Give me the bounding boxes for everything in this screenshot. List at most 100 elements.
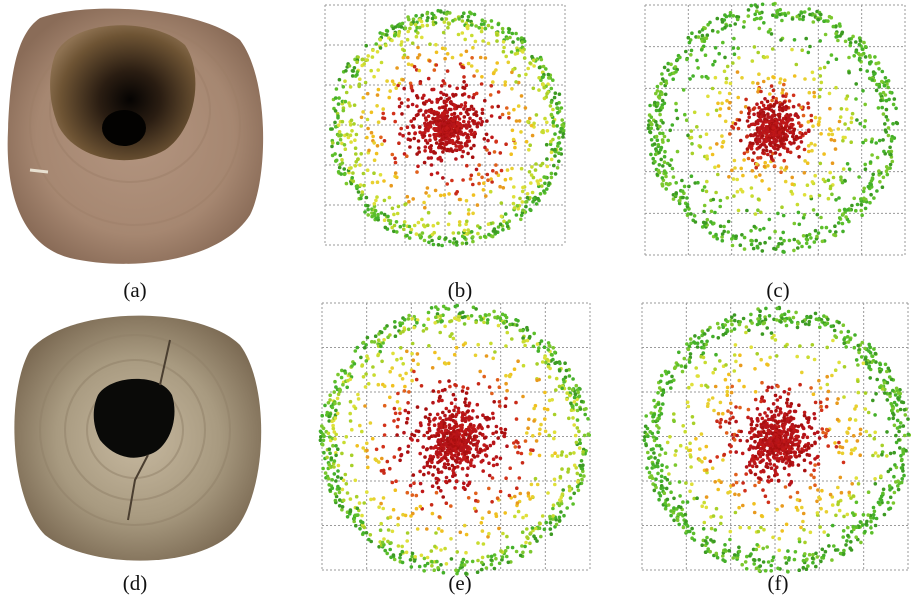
scatter-dot [437,527,441,531]
scatter-dot [554,172,558,176]
scatter-dot [344,371,348,375]
scatter-dot [505,389,509,393]
scatter-dot [461,242,465,246]
scatter-dot [836,39,840,43]
scatter-dot [669,386,673,390]
scatter-dot [382,179,386,183]
scatter-dot [375,152,379,156]
scatter-dot [505,106,509,110]
scatter-dot [555,102,559,106]
scatter-dot [873,55,877,59]
scatter-dot [807,51,811,55]
scatter-dot [387,528,391,532]
scatter-dot [878,385,882,389]
scatter-dot [867,366,871,370]
scatter-dot [340,452,344,456]
scatter-dot [493,567,497,571]
scatter-dot [872,347,876,351]
scatter-dot [757,72,761,76]
scatter-dot [738,118,742,122]
scatter-dot [733,327,737,331]
scatter-dot [572,423,576,427]
scatter-dot [666,441,670,445]
scatter-dot [795,63,799,67]
scatter-panel [645,2,905,255]
scatter-dot [495,430,499,434]
scatter-dot [365,490,369,494]
scatter-dot [416,46,420,50]
scatter-dot [541,360,545,364]
scatter-dot [863,125,867,129]
scatter-dot [481,413,485,417]
scatter-dot [846,534,850,538]
scatter-dot [374,199,378,203]
scatter-dot [471,155,475,159]
scatter-dot [754,175,758,179]
scatter-dot [420,218,424,222]
scatter-dot [897,430,901,434]
scatter-dot [706,113,710,117]
scatter-dot [558,130,562,134]
scatter-dot [792,249,796,253]
scatter-dot [648,104,652,108]
scatter-dot [559,147,563,151]
scatter-dot [721,325,725,329]
scatter-dot [476,559,480,563]
scatter-dot [490,105,494,109]
scatter-dot [689,53,693,57]
scatter-dot [462,11,466,15]
scatter-dot [353,103,357,107]
scatter-dot [501,555,505,559]
scatter-dot [333,437,337,441]
scatter-dot [453,454,457,458]
page: (a) (b) (c) (d) (e) (f) (() => { const d… [0,0,911,608]
scatter-dot [399,331,403,335]
scatter-dot [416,31,420,35]
scatter-dot [688,490,692,494]
scatter-dot [379,136,383,140]
scatter-dot [463,524,467,528]
scatter-dot [346,515,350,519]
scatter-dot [781,231,785,235]
scatter-dot [471,240,475,244]
scatter-dot [354,407,358,411]
scatter-dot [868,55,872,59]
scatter-dot [499,549,503,553]
scatter-dot [447,362,451,366]
scatter-dot [738,550,742,554]
scatter-dot [418,452,422,456]
scatter-dot [543,345,547,349]
scatter-dot [862,41,866,45]
scatter-dot [674,191,678,195]
scatter-dot [887,150,891,154]
scatter-dot [431,484,435,488]
scatter-dot [807,150,811,154]
scatter-dot [879,363,883,367]
scatter-dot [815,317,819,321]
scatter-dot [753,225,757,229]
scatter-dot [859,197,863,201]
scatter-dot [377,120,381,124]
scatter-dot [431,512,435,516]
scatter-dot [814,552,818,556]
scatter-dot [660,447,664,451]
scatter-dot [738,323,742,327]
scatter-dot [433,545,437,549]
scatter-dot [382,338,386,342]
scatter-dot [798,17,802,21]
scatter-dot [865,520,869,524]
scatter-dot [452,337,456,341]
scatter-dot [770,99,774,103]
scatter-dot [583,413,587,417]
scatter-dot [835,57,839,61]
scatter-dot [379,345,383,349]
scatter-dot [512,138,516,142]
scatter-dot [399,225,403,229]
scatter-dot [752,562,756,566]
scatter-dot [693,111,697,115]
scatter-dot [431,473,435,477]
scatter-dot [423,161,427,165]
scatter-dot [804,131,808,135]
scatter-dot [479,318,483,322]
scatter-dot [555,377,559,381]
